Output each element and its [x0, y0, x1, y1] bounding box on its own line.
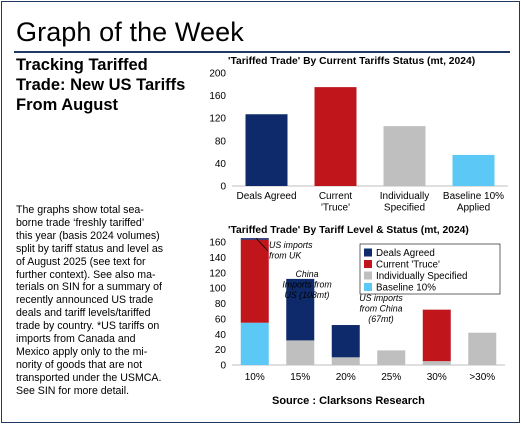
subtitle-line: From August [16, 96, 119, 114]
x-tick-label: >30% [469, 372, 495, 383]
title-divider [14, 51, 510, 53]
y-tick-label: 100 [209, 284, 226, 295]
x-tick-label: 30% [427, 372, 447, 383]
body-line: transported under the USMCA. [16, 371, 162, 384]
chart1-title: 'Tariffed Trade' By Current Tariffs Stat… [228, 56, 476, 67]
y-tick-label: 40 [215, 330, 227, 341]
legend-swatch [364, 248, 372, 257]
annotation-leader [255, 237, 269, 252]
y-tick-label: 80 [215, 299, 227, 310]
source-credit: Source : Clarksons Research [272, 395, 425, 407]
annotation-text: from UK [269, 251, 302, 261]
legend-label: Current 'Truce' [376, 260, 440, 271]
body-line: See SIN for more detail. [16, 384, 130, 397]
annotation-text: US imports [269, 240, 313, 250]
body-line: trade by country. *US tariffs on [16, 320, 160, 333]
annotation-text: from China [359, 304, 402, 314]
page-title: Graph of the Week [16, 17, 244, 47]
body-line: nority of goods that are not [16, 358, 143, 371]
x-tick-label: Baseline 10% [443, 191, 504, 202]
chart2-title: 'Tariffed Trade' By Tariff Level & Statu… [228, 225, 469, 236]
bar-segment [240, 322, 269, 365]
bar-segment [468, 332, 497, 365]
x-tick-label: Deals Agreed [236, 191, 296, 202]
body-line: this year (basis 2024 volumes) [16, 229, 160, 242]
x-tick-label: 25% [381, 372, 401, 383]
bar [314, 87, 357, 186]
x-tick-label: 'Truce' [321, 203, 350, 214]
annotation-text: (67mt) [368, 314, 393, 324]
legend-label: Individually Specified [376, 271, 468, 282]
y-tick-label: 0 [220, 361, 226, 372]
x-tick-label: 10% [245, 372, 265, 383]
body-line: of August 2025 (see text for [16, 255, 146, 268]
body-line: terials on SIN for a summary of [16, 281, 163, 294]
subtitle: Tracking Tariffed Trade: New US Tariffs … [16, 55, 206, 115]
bar-segment [331, 325, 360, 358]
bar-segment [240, 239, 269, 323]
body-line: recently announced US trade [16, 294, 154, 307]
legend-label: Deals Agreed [376, 248, 435, 259]
bar [245, 114, 288, 186]
legend-swatch [364, 271, 372, 280]
bar-segment [286, 278, 315, 341]
x-tick-label: Applied [457, 203, 490, 214]
y-tick-label: 60 [215, 314, 227, 325]
legend-swatch [364, 260, 372, 268]
x-tick-label: Specified [384, 203, 425, 214]
body-text: The graphs show total sea- borne trade ‘… [16, 204, 208, 398]
body-line: Mexico apply only to the mi- [16, 345, 148, 358]
x-tick-label: Current [319, 191, 353, 202]
bar-segment [240, 238, 269, 240]
annotation-text: Imports from [282, 280, 331, 290]
y-tick-label: 160 [209, 238, 226, 249]
bar-segment [422, 361, 451, 365]
annotation-text: China [296, 269, 319, 279]
y-tick-label: 20 [215, 345, 227, 356]
x-tick-label: 20% [336, 372, 356, 383]
y-tick-label: 40 [215, 159, 227, 170]
body-line: borne trade ‘freshly tariffed’ [16, 216, 145, 229]
x-tick-label: Individually [380, 191, 429, 202]
subtitle-line: Tracking Tariffed [16, 56, 148, 74]
annotation-text: US (108mt) [285, 290, 330, 300]
body-line: imports from Canada and [16, 333, 136, 346]
body-line: deals and tariff levels/tariffed [16, 307, 151, 320]
bar-segment [331, 357, 360, 365]
y-tick-label: 200 [209, 69, 226, 80]
bar-segment [422, 309, 451, 362]
legend-label: Baseline 10% [376, 283, 436, 294]
body-line: further context). See also ma- [16, 268, 156, 281]
y-tick-label: 0 [220, 182, 226, 193]
bar [452, 154, 495, 186]
subtitle-line: Trade: New US Tariffs [16, 76, 186, 94]
legend-box [359, 243, 501, 295]
bar [383, 126, 426, 186]
bar-segment [286, 340, 315, 365]
body-line: split by tariff status and level as [16, 242, 164, 255]
legend-swatch [364, 283, 372, 291]
annotation-text: US imports [359, 293, 403, 303]
y-tick-label: 140 [209, 253, 226, 264]
body-line: The graphs show total sea- [16, 204, 144, 216]
y-tick-label: 120 [209, 114, 226, 125]
bar-segment [377, 350, 406, 365]
y-tick-label: 80 [215, 136, 227, 147]
y-tick-label: 120 [209, 268, 226, 279]
y-tick-label: 160 [209, 91, 226, 102]
x-tick-label: 15% [290, 372, 310, 383]
